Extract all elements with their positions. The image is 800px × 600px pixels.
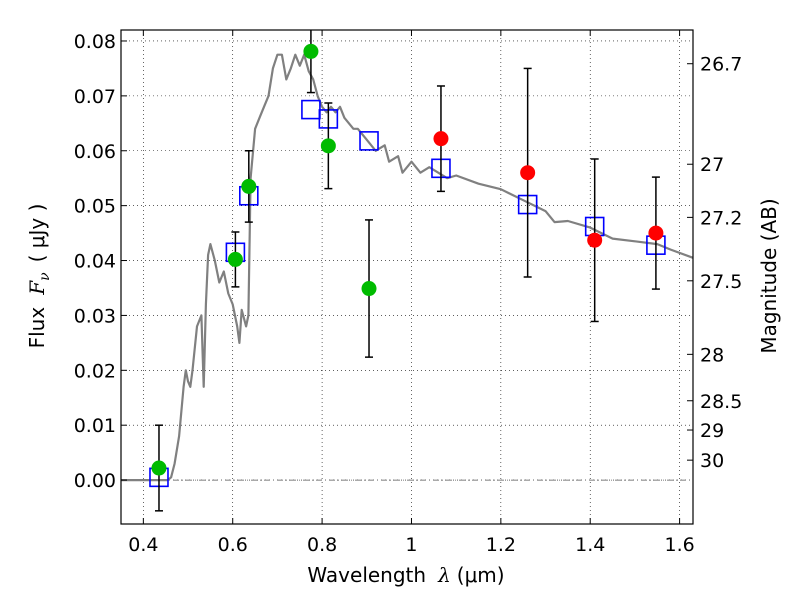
y-tick-label: 0.08 (74, 31, 116, 53)
observed-flux-point (241, 178, 257, 194)
observed-flux-point (303, 43, 319, 59)
x-axis-label-symbol: λ (437, 563, 451, 587)
y-tick-label: 0.04 (74, 251, 116, 273)
y-tick-label: 0.06 (74, 141, 116, 163)
plot-frame (120, 29, 694, 525)
y2-tick-label: 30 (700, 450, 724, 472)
observed-flux-point (227, 251, 243, 267)
y-tick-label: 0.00 (74, 470, 116, 492)
y2-tick-label: 29 (700, 420, 724, 442)
x-tick-label: 0.6 (218, 534, 248, 556)
y-axis-label-symbol: F (25, 280, 49, 296)
x-axis-label: Wavelength λ (μm) (307, 563, 504, 587)
observed-flux-point (151, 460, 167, 476)
y2-tick-label: 27.2 (700, 207, 742, 229)
y2-tick-label: 28 (700, 344, 724, 366)
axis-ticks: 0.4 0.6 0.8 1 1.2 1.4 1.6 0.00 0.01 0.02 0.03 0.04 0… (74, 30, 742, 556)
y-tick-label: 0.07 (74, 86, 116, 108)
model-spectrum-line (121, 53, 694, 482)
observed-flux-point (361, 281, 377, 297)
y-axis-label: Flux Fν ( μJy ) (25, 204, 53, 349)
grid-lines (121, 30, 693, 524)
x-tick-label: 1 (405, 534, 417, 556)
x-tick-label: 1.2 (486, 534, 516, 556)
x-tick-label: 1.4 (575, 534, 605, 556)
x-axis-label-unit: (μm) (457, 563, 505, 587)
x-axis-label-text: Wavelength (307, 563, 426, 587)
model-photometry-square (301, 99, 321, 120)
plot-area (121, 30, 694, 512)
y2-axis-label: Magnitude (AB) (757, 198, 781, 353)
y2-tick-label: 28.5 (700, 391, 742, 413)
model-photometry-square (359, 131, 379, 151)
y-tick-label: 0.01 (74, 415, 116, 437)
y-axis-label-unit: ( μJy ) (25, 204, 49, 263)
x-tick-label: 1.6 (664, 534, 694, 556)
observed-flux-point (520, 165, 536, 181)
y2-tick-label: 27.5 (700, 271, 742, 293)
y-tick-label: 0.05 (74, 196, 116, 218)
y-tick-label: 0.03 (74, 305, 116, 327)
observed-flux-point (433, 131, 449, 147)
x-tick-label: 0.8 (307, 534, 337, 556)
y2-tick-label: 27 (700, 154, 724, 176)
y2-tick-label: 26.7 (700, 54, 742, 76)
y-tick-label: 0.02 (74, 360, 116, 382)
x-tick-label: 0.4 (128, 534, 158, 556)
observed-flux-point (320, 138, 336, 154)
observed-flux-point (648, 225, 664, 241)
y-axis-label-subscript: ν (37, 272, 53, 281)
y-axis-label-text: Flux (25, 307, 49, 349)
observed-flux-point (587, 232, 603, 248)
